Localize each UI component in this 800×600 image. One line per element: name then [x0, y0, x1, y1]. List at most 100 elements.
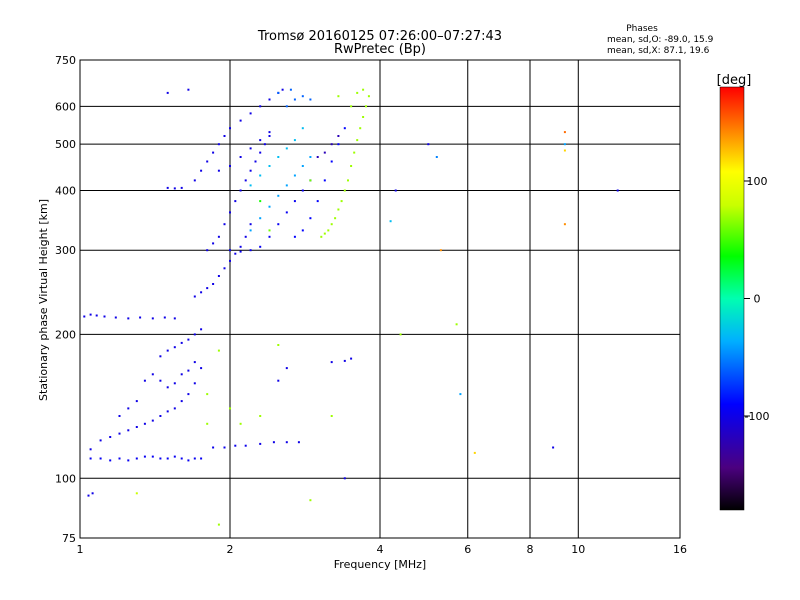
data-point — [399, 333, 402, 336]
data-point — [223, 446, 226, 449]
data-point — [281, 88, 284, 91]
data-point — [327, 229, 330, 232]
data-point — [330, 361, 333, 364]
data-point — [353, 151, 356, 154]
data-point — [285, 105, 288, 108]
data-point — [151, 373, 154, 376]
data-point — [159, 355, 162, 358]
y-tick-label: 750 — [55, 54, 76, 67]
data-point — [166, 457, 169, 460]
data-point — [268, 135, 271, 137]
data-point — [301, 189, 304, 192]
data-point — [180, 373, 183, 376]
data-point — [217, 523, 220, 526]
data-point — [259, 415, 262, 417]
data-point — [337, 135, 340, 137]
data-point — [118, 432, 121, 435]
data-point — [166, 349, 169, 352]
data-point — [239, 119, 242, 122]
data-point — [309, 98, 312, 101]
data-point — [187, 88, 190, 91]
phases-line-x: mean, sd,X: 87.1, 19.6 — [607, 46, 710, 56]
data-point — [268, 131, 271, 134]
data-point — [309, 499, 312, 502]
data-point — [259, 217, 262, 220]
data-point — [193, 333, 196, 336]
x-tick-label: 10 — [571, 543, 585, 556]
phases-line-o: mean, sd,O: -89.0, 15.9 — [607, 35, 714, 45]
data-point — [193, 382, 196, 385]
data-point — [435, 156, 438, 158]
x-tick-label: 1 — [77, 543, 84, 556]
data-point — [563, 223, 566, 226]
data-point — [293, 235, 296, 238]
data-point — [109, 436, 112, 438]
data-point — [244, 235, 247, 238]
data-point — [316, 200, 319, 203]
data-point — [249, 223, 252, 226]
data-point — [285, 184, 288, 187]
data-point — [200, 457, 203, 460]
x-tick-label: 8 — [527, 543, 534, 556]
data-point — [389, 220, 392, 223]
data-point — [239, 156, 242, 158]
y-tick-label: 200 — [55, 328, 76, 341]
data-point — [285, 441, 288, 444]
data-point — [234, 444, 237, 447]
data-point — [163, 316, 166, 319]
data-point — [563, 149, 566, 152]
data-point — [365, 105, 367, 108]
data-point — [118, 415, 121, 417]
data-point — [89, 457, 92, 460]
data-point — [99, 439, 102, 442]
data-point — [249, 229, 252, 232]
data-point — [320, 235, 323, 238]
data-point — [563, 143, 566, 146]
data-point — [200, 367, 203, 370]
data-point — [173, 407, 176, 410]
data-point — [268, 229, 271, 232]
data-point — [223, 223, 226, 226]
data-point — [616, 189, 619, 192]
data-point — [139, 316, 142, 319]
data-point — [347, 179, 349, 182]
data-point — [166, 410, 169, 413]
data-point — [193, 179, 196, 182]
data-point — [151, 317, 154, 320]
data-point — [350, 165, 353, 167]
data-point — [159, 379, 162, 382]
data-point — [356, 91, 359, 94]
data-point — [151, 455, 154, 458]
data-point — [212, 242, 215, 245]
data-point — [187, 338, 190, 341]
data-point — [200, 169, 203, 172]
data-point — [362, 88, 365, 91]
data-point — [193, 295, 196, 298]
data-point — [249, 169, 252, 172]
data-point — [229, 211, 231, 214]
data-point — [127, 317, 130, 320]
data-point — [135, 457, 138, 460]
data-point — [217, 235, 220, 238]
data-point — [293, 200, 296, 203]
x-tick-label: 4 — [377, 543, 384, 556]
data-point — [277, 223, 280, 226]
colorbar-tick-label: 0 — [754, 293, 761, 306]
data-point — [473, 451, 476, 454]
data-point — [459, 393, 462, 396]
data-point — [173, 317, 176, 320]
data-point — [206, 422, 209, 425]
data-point — [173, 346, 176, 349]
data-point — [180, 400, 183, 403]
data-point — [367, 95, 370, 98]
data-point — [343, 189, 346, 192]
colorbar-tick-label: -100 — [745, 410, 770, 423]
data-point — [187, 459, 190, 462]
data-point — [350, 357, 353, 360]
data-point — [259, 442, 262, 445]
data-point — [89, 448, 92, 451]
data-point — [249, 249, 252, 252]
data-point — [362, 116, 365, 118]
y-tick-label: 100 — [55, 472, 76, 485]
